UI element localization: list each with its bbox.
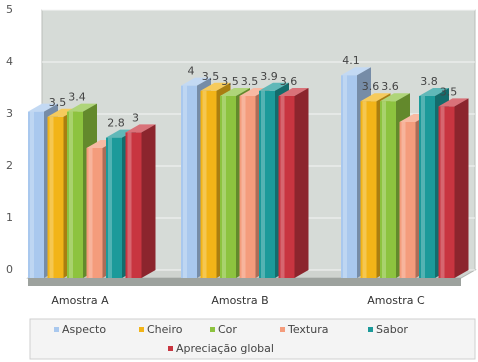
bar-top [438, 98, 469, 107]
y-tick-label: 2 [6, 159, 13, 172]
bar-top [220, 88, 250, 96]
legend-label: Sabor [376, 323, 408, 336]
data-label: 2.8 [107, 117, 125, 130]
bar-highlight [49, 116, 54, 278]
bar-top [360, 93, 391, 102]
bar-top [341, 67, 371, 76]
data-label: 3.5 [221, 75, 239, 88]
legend-label: Textura [287, 323, 328, 336]
bar-side [141, 124, 156, 279]
data-label: 3.5 [202, 70, 220, 83]
bar-highlight [440, 106, 445, 279]
bar-top [28, 103, 58, 112]
x-category-label: Amostra A [51, 294, 109, 307]
bar-highlight [222, 96, 226, 278]
bar-highlight [108, 137, 112, 278]
legend-swatch [210, 327, 215, 332]
data-label: 3.9 [260, 70, 278, 83]
legend-label: Aspecto [62, 323, 106, 336]
legend-label: Cor [218, 323, 237, 336]
legend-label: Apreciação global [176, 342, 274, 355]
data-label: 3.5 [49, 96, 67, 109]
data-label: 3.6 [381, 80, 399, 93]
data-label: 3.5 [241, 75, 259, 88]
y-tick-label: 1 [6, 211, 13, 224]
y-axis: 0 1 2 3 4 5 [6, 3, 13, 276]
data-label: 3.8 [420, 75, 438, 88]
bar-side [294, 88, 309, 278]
bar-top [200, 82, 231, 91]
bar-highlight [241, 96, 246, 278]
bar-highlight [69, 111, 73, 278]
legend-swatch [139, 327, 144, 332]
data-label: 3.6 [280, 75, 298, 88]
y-tick-label: 5 [6, 3, 13, 16]
bar-highlight [362, 101, 367, 278]
bar [438, 98, 469, 279]
bar-highlight [382, 101, 386, 278]
bar-top [181, 77, 211, 86]
x-axis: Amostra A Amostra B Amostra C [51, 294, 425, 307]
bar-highlight [401, 122, 406, 278]
bar-highlight [183, 85, 187, 278]
legend-box [29, 318, 476, 360]
legend-swatch [280, 327, 285, 332]
bar-highlight [343, 75, 347, 278]
bar-top [419, 88, 449, 96]
bar-top [278, 88, 309, 96]
bars [28, 67, 469, 279]
bar-highlight [421, 96, 425, 278]
bar [278, 88, 309, 278]
bar-highlight [202, 90, 207, 278]
x-category-label: Amostra B [211, 294, 268, 307]
legend-swatch [168, 346, 173, 351]
y-tick-label: 4 [6, 55, 13, 68]
bar-highlight [88, 148, 93, 278]
bar-highlight [127, 132, 132, 278]
data-label: 4 [188, 65, 195, 78]
legend-swatch [54, 327, 59, 332]
data-label: 3 [132, 111, 139, 124]
data-label: 4.1 [342, 54, 360, 67]
legend-label: Cheiro [147, 323, 183, 336]
bar-highlight [280, 96, 285, 278]
data-label: 3.4 [68, 91, 86, 104]
bar-top [380, 93, 410, 102]
legend-swatch [368, 327, 373, 332]
bar-top [67, 103, 97, 112]
bar-highlight [261, 90, 265, 278]
legend: Aspecto Cheiro Cor Textura Sabor Apreciação g… [29, 318, 476, 360]
bar-highlight [30, 111, 34, 278]
bar-top [125, 124, 156, 133]
x-category-label: Amostra C [367, 294, 425, 307]
floor-edge [28, 278, 461, 286]
bar-side [454, 98, 469, 279]
y-tick-label: 0 [6, 263, 13, 276]
y-tick-label: 3 [6, 107, 13, 120]
data-label: 3.6 [362, 80, 380, 93]
bar-top [259, 82, 289, 91]
data-labels: 44.13.53.53.63.43.5 3.63.52.83.9 3.833.63.… [49, 54, 458, 129]
bar [125, 124, 156, 279]
data-label: 3.5 [440, 85, 458, 98]
